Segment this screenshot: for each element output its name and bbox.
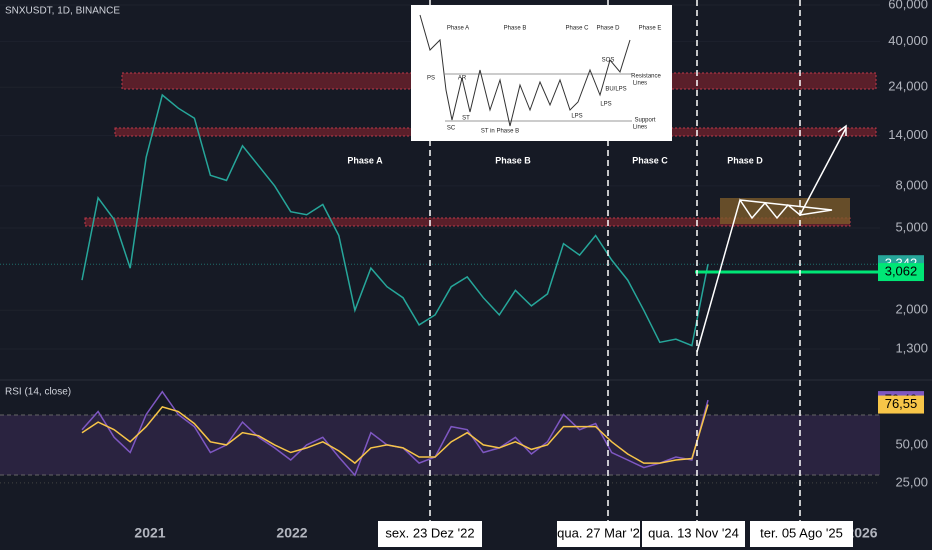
inset-label: Phase C [565, 26, 589, 32]
arrow-head [837, 124, 847, 136]
inset-label: ST in Phase B [481, 129, 519, 135]
y-tick-label: 60,000 [888, 0, 928, 11]
y-tick-label: 1,300 [895, 340, 928, 355]
rsi-band [0, 415, 880, 475]
inset-label: LPS [571, 114, 582, 120]
inset-label: Phase E [639, 26, 662, 32]
inset-label: Lines [633, 125, 647, 131]
phase-label: Phase C [632, 155, 668, 165]
x-tick-label: 2022 [276, 525, 307, 541]
projection [696, 198, 833, 353]
y-tick-label: 2,000 [895, 302, 928, 317]
y-tick-label: 24,000 [888, 79, 928, 94]
inset-label: ST [462, 116, 470, 122]
inset-label: SC [447, 126, 456, 132]
inset-label: BU/LPS [605, 87, 626, 93]
phase-label: Phase B [495, 155, 531, 165]
inset-label: Lines [633, 81, 647, 87]
inset-label: Support [634, 118, 655, 124]
inset-label: Phase D [596, 26, 620, 32]
date-label: sex. 23 Dez '22 [385, 525, 474, 540]
price-label: 76,55 [885, 396, 918, 411]
inset-label: Resistance [631, 74, 661, 80]
y-tick-label: 40,000 [888, 33, 928, 48]
inset-bg [411, 5, 672, 141]
y-tick-label: 25,00 [895, 474, 928, 489]
inset-label: Phase B [504, 26, 527, 32]
series-line [81, 93, 709, 347]
series-line [81, 404, 709, 465]
y-tick-label: 14,000 [888, 127, 928, 142]
y-tick-label: 50,00 [895, 436, 928, 451]
arrow [799, 127, 847, 216]
inset-label: AR [458, 76, 467, 82]
x-tick-label: 2021 [134, 525, 165, 541]
date-label-bg [378, 521, 482, 547]
inset-label: Phase A [447, 26, 469, 32]
date-label-bg [557, 521, 640, 547]
date-label: qua. 13 Nov '24 [648, 525, 739, 540]
date-label-bg [642, 521, 745, 547]
price-label: 3,062 [885, 263, 918, 278]
phase-label: Phase D [727, 155, 763, 165]
y-tick-label: 8,000 [895, 177, 928, 192]
phase-label: Phase A [347, 155, 383, 165]
overlay: 60,000 40,000 24,000 14,000 8,000 5,000 2,000 1… [134, 0, 928, 547]
plot [0, 0, 880, 525]
wyckoff-inset: Phase A Phase B Phase C Phase D Phase E PS AR S… [411, 5, 672, 141]
rsi-title: RSI (14, close) [5, 387, 71, 398]
inset-label: LPS [600, 102, 611, 108]
inset-label: PS [427, 76, 435, 82]
inset-label: SOS [602, 58, 615, 64]
date-label-bg [750, 521, 853, 547]
y-tick-label: 5,000 [895, 219, 928, 234]
date-label: ter. 05 Ago '25 [760, 525, 843, 540]
price-label-bg [878, 263, 924, 282]
chart-title: SNXUSDT, 1D, BINANCE [5, 6, 120, 17]
schematic-line [419, 14, 631, 127]
x-tick-label: 2026 [846, 525, 877, 541]
price-label-bg [878, 395, 924, 414]
date-label: qua. 27 Mar '2 [557, 525, 640, 540]
